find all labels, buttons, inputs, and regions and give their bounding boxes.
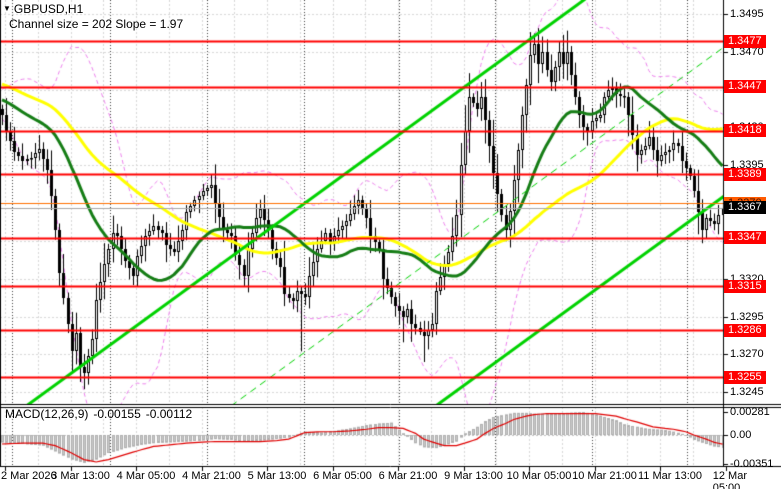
macd-main-value: -0.00155 [93, 407, 141, 421]
time-axis-label: 2 Mar 2026 [1, 470, 57, 482]
resistance-price-box: 1.3286 [724, 323, 766, 337]
time-axis-label: 6 Mar 05:00 [313, 470, 372, 482]
symbol-timeframe-text: GBPUSD,H1 [13, 2, 84, 16]
price-grid-label: 1.3295 [730, 310, 764, 323]
resistance-price-box: 1.3389 [724, 167, 766, 181]
time-axis-label: 9 Mar 13:00 [444, 470, 503, 482]
time-axis-label: 12 Mar 05:00 [712, 470, 747, 489]
price-grid-label: 1.3245 [730, 386, 764, 399]
symbol-dropdown-icon[interactable]: ▼ [3, 4, 11, 13]
macd-axis-label: 0.00281 [730, 406, 770, 418]
bid-price-box: 1.3367 [724, 201, 766, 215]
price-grid-label: 1.3495 [730, 8, 764, 20]
macd-axis-label: 0.00 [730, 429, 752, 441]
time-axis-label: 11 Mar 13:00 [637, 470, 703, 482]
time-axis-label: 10 Mar 05:00 [506, 470, 572, 482]
resistance-price-box: 1.3347 [724, 231, 766, 245]
time-axis-label: 4 Mar 21:00 [182, 470, 241, 482]
price-grid-label: 1.3270 [730, 348, 764, 361]
resistance-price-box: 1.3477 [724, 34, 766, 48]
time-axis-label: 5 Mar 13:00 [247, 470, 307, 482]
resistance-price-box: 1.3447 [724, 80, 766, 94]
time-axis-label: 6 Mar 21:00 [378, 470, 438, 482]
macd-axis-label: -0.00351 [730, 457, 774, 470]
time-axis-label: 4 Mar 05:00 [116, 470, 176, 482]
macd-indicator-label: MACD(12,26,9) -0.00155 -0.00112 [5, 407, 192, 421]
channel-annotation: Channel size = 202 Slope = 1.97 [9, 17, 184, 31]
macd-signal-value: -0.00112 [145, 407, 193, 421]
macd-name: MACD(12,26,9) [5, 407, 89, 421]
time-axis-label: 3 Mar 13:00 [51, 470, 110, 482]
resistance-price-box: 1.3255 [724, 370, 766, 384]
time-axis-label: 10 Mar 21:00 [572, 470, 637, 482]
resistance-price-box: 1.3315 [724, 279, 766, 293]
resistance-price-box: 1.3418 [724, 124, 766, 137]
price-grid-label: 1.3470 [730, 45, 764, 58]
symbol-label: ▼ GBPUSD,H1 [3, 2, 83, 16]
